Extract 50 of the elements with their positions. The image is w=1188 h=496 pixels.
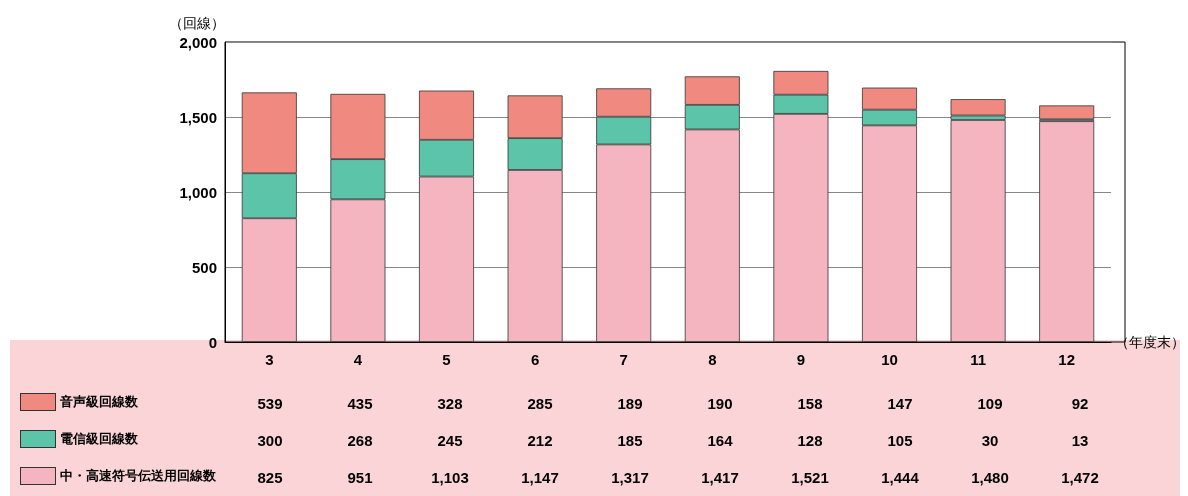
data-label: 190: [706, 394, 734, 415]
data-label: 1,521: [790, 468, 830, 489]
x-tick-label: 11: [970, 351, 987, 368]
x-tick-label: 8: [708, 351, 717, 368]
legend-label: 音声級回線数: [60, 393, 138, 412]
y-tick-label: 500: [191, 258, 217, 276]
x-tick-label: 12: [1058, 351, 1076, 368]
data-label: 212: [526, 431, 554, 452]
x-tick-label: 9: [796, 351, 806, 368]
y-tick-label: 2,000: [179, 33, 217, 51]
data-label: 128: [796, 431, 824, 452]
data-label: 1,103: [430, 468, 470, 489]
data-label: 92: [1070, 394, 1090, 415]
data-label: 13: [1070, 431, 1090, 452]
x-tick-label: 6: [530, 351, 540, 368]
y-tick-label: 1,500: [179, 108, 217, 126]
data-label: 189: [616, 394, 644, 415]
data-label: 1,480: [970, 468, 1010, 489]
data-label: 1,147: [520, 468, 560, 489]
data-label: 164: [706, 431, 734, 452]
data-label: 300: [256, 431, 284, 452]
legend-label: 中・高速符号伝送用回線数: [60, 467, 216, 486]
y-axis-title: （回線）: [169, 15, 225, 31]
legend-label: 電信級回線数: [60, 430, 138, 449]
x-tick-label: 7: [619, 351, 628, 368]
data-label: 328: [436, 394, 464, 415]
x-tick-label: 5: [442, 351, 451, 368]
data-label: 539: [256, 394, 284, 415]
data-label: 245: [436, 431, 464, 452]
data-label: 1,444: [880, 468, 920, 489]
data-label: 435: [346, 394, 374, 415]
x-axis-title: （年度末）: [1115, 334, 1185, 350]
data-label: 147: [886, 394, 914, 415]
data-label: 825: [256, 468, 284, 489]
data-label: 1,317: [610, 468, 650, 489]
y-tick-label: 0: [208, 333, 217, 351]
data-label: 105: [886, 431, 914, 452]
data-label: 1,472: [1060, 468, 1100, 489]
x-tick-label: 3: [265, 351, 274, 368]
x-tick-label: 10: [881, 351, 898, 368]
data-label: 109: [976, 394, 1004, 415]
y-tick-label: 1,000: [179, 183, 217, 201]
data-label: 185: [616, 431, 644, 452]
data-label: 1,417: [700, 468, 740, 489]
data-label: 158: [796, 394, 824, 415]
x-tick-label: 4: [353, 351, 363, 368]
data-label: 30: [980, 431, 1000, 452]
data-label: 285: [526, 394, 554, 415]
data-label: 268: [346, 431, 374, 452]
data-label: 951: [346, 468, 374, 489]
